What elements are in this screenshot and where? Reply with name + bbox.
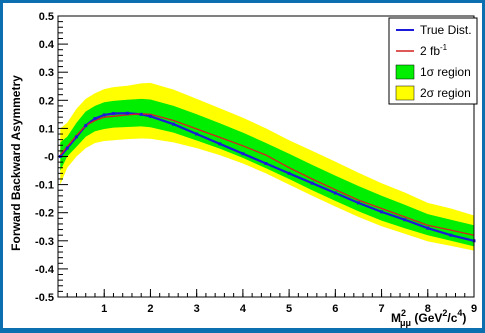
x-tick-label: 1 xyxy=(101,303,107,315)
x-axis-title-unit-pre: (GeV xyxy=(411,311,442,325)
uncertainty-bands xyxy=(60,82,475,251)
legend-label-2fb-text: 2 fb xyxy=(420,44,440,58)
y-axis-ticks: -0.5 -0.4 -0.3 -0.2 -0.1 -0 0.1 0.2 0.3 0.4 0.5 xyxy=(35,11,68,304)
y-tick-label: 0.2 xyxy=(39,95,54,107)
series-line-2fb xyxy=(59,113,475,236)
true-dist-point xyxy=(356,201,360,205)
true-dist-point xyxy=(310,181,314,185)
x-axis-title-var-sup: 2 xyxy=(401,308,406,318)
true-dist-point xyxy=(139,112,143,116)
true-dist-point xyxy=(125,111,129,115)
x-tick-label: 6 xyxy=(332,303,338,315)
x-tick-label: 7 xyxy=(378,303,384,315)
asymmetry-chart: -0.5 -0.4 -0.3 -0.2 -0.1 -0 0.1 0.2 0.3 0.4 0.5 1 2… xyxy=(9,11,478,328)
x-axis-title: M2 μμ (GeV2/c4) xyxy=(391,308,466,328)
true-dist-point xyxy=(111,112,115,116)
y-tick-label: -0.1 xyxy=(35,180,54,192)
true-dist-point xyxy=(264,162,268,166)
series-line-true-dist xyxy=(59,112,475,242)
true-dist-point xyxy=(65,146,69,150)
legend-swatch-2sigma xyxy=(395,85,415,101)
true-dist-point xyxy=(84,124,88,128)
x-axis-title-unit-post: ) xyxy=(462,311,466,325)
legend: True Dist. 2 fb-1 1σ region 2σ region xyxy=(388,17,478,105)
true-dist-point xyxy=(218,142,222,146)
true-dist-point xyxy=(449,233,453,237)
true-dist-point xyxy=(426,226,430,230)
true-dist-point xyxy=(195,132,199,136)
x-axis-ticks: 1 2 3 4 5 6 7 8 9 xyxy=(66,289,477,315)
y-tick-label: 0.1 xyxy=(39,123,54,135)
true-dist-point xyxy=(102,113,106,117)
legend-label-1sigma: 1σ region xyxy=(420,65,471,79)
x-axis-title-var-sub: μμ xyxy=(400,318,411,328)
legend-label-2sigma: 2σ region xyxy=(420,86,471,100)
true-dist-point xyxy=(241,152,245,156)
true-dist-point xyxy=(74,135,78,139)
true-dist-point xyxy=(148,114,152,118)
true-dist-point xyxy=(93,117,97,121)
y-tick-label: -0 xyxy=(44,152,54,164)
x-tick-label: 2 xyxy=(147,303,153,315)
y-tick-label: 0.4 xyxy=(39,39,55,51)
y-tick-label: 0.5 xyxy=(39,11,54,23)
x-axis-title-unit-sup1: 2 xyxy=(442,308,447,318)
legend-label-2fb-sup: -1 xyxy=(440,43,448,52)
y-axis-title: Forward Backward Asymmetry xyxy=(9,75,23,251)
legend-label-2fb: 2 fb-1 xyxy=(420,43,448,58)
x-axis-title-unit-sup2: 4 xyxy=(457,308,462,318)
legend-label-true-dist: True Dist. xyxy=(420,23,472,37)
x-tick-label: 8 xyxy=(425,303,431,315)
y-tick-label: -0.2 xyxy=(35,208,54,220)
x-tick-label: 3 xyxy=(194,303,200,315)
y-tick-label: -0.5 xyxy=(35,292,54,304)
legend-swatch-1sigma xyxy=(395,64,415,80)
x-tick-label: 9 xyxy=(471,303,477,315)
true-dist-point xyxy=(333,191,337,195)
true-dist-point xyxy=(403,218,407,222)
true-dist-point xyxy=(172,122,176,126)
x-axis-title-var: M xyxy=(391,311,401,325)
y-tick-label: -0.4 xyxy=(35,264,55,276)
y-tick-label: -0.3 xyxy=(35,236,54,248)
band-1sigma xyxy=(60,98,475,247)
true-dist-point xyxy=(380,210,384,214)
true-dist-point xyxy=(287,171,291,175)
x-tick-label: 5 xyxy=(286,303,292,315)
y-tick-label: 0.3 xyxy=(39,67,54,79)
x-axis-title-unit-mid: /c xyxy=(447,311,457,325)
x-tick-label: 4 xyxy=(240,303,247,315)
